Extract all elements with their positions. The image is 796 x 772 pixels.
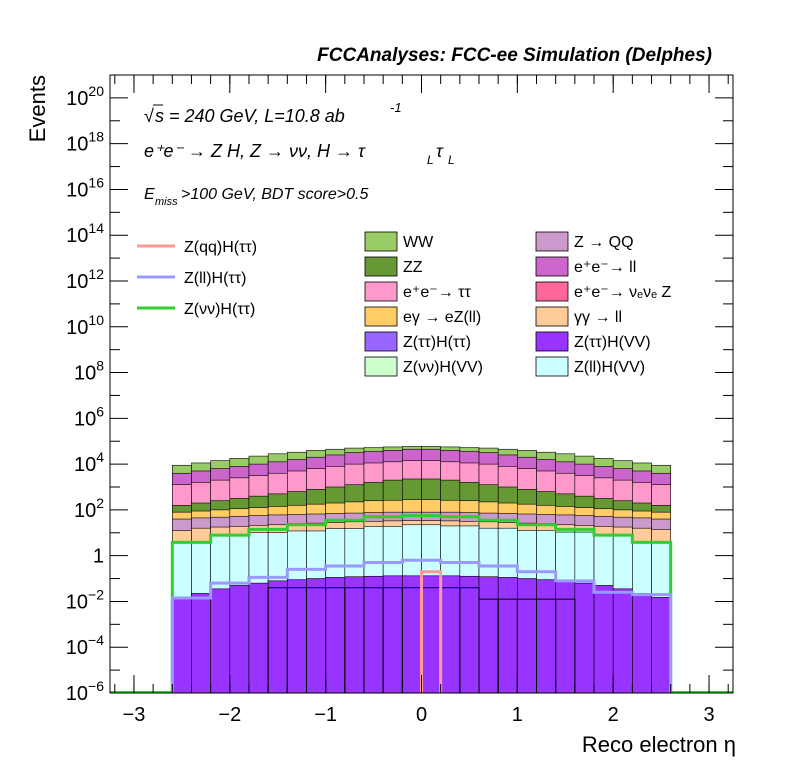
bar-z-h-vv-7 <box>306 578 326 694</box>
bar-z-h-vv-14 <box>440 575 461 694</box>
y-tick-label: 1012 <box>66 266 104 293</box>
legend-label: Z(νν)H(VV) <box>403 359 483 376</box>
line-z-ll-h <box>170 558 673 693</box>
legend-swatch-z-qq <box>535 231 569 252</box>
process-text: e⁺e⁻ → Z H, Z → νν, H → τ <box>144 141 366 161</box>
x-tick-label: 3 <box>703 704 714 726</box>
bar-z-h-vv-15 <box>459 575 480 694</box>
legend-swatch-e-e-z <box>535 281 569 302</box>
legend-swatch-zz <box>364 256 398 277</box>
cut-sub: miss <box>155 196 178 208</box>
x-tick-label: −3 <box>123 704 146 726</box>
cut-e: E <box>144 186 155 203</box>
legend-label: e⁺e⁻→ ττ <box>403 284 471 301</box>
legend-label: Z(ττ)H(ττ) <box>403 334 471 351</box>
bar-z-h-vv-23 <box>612 588 633 694</box>
y-tick-label: 1010 <box>66 312 104 339</box>
x-tick-label: −1 <box>314 704 337 726</box>
line-z-h <box>170 514 673 693</box>
bar-z-h-vv-16 <box>478 576 499 694</box>
bar-z-h-vv-5 <box>267 580 288 694</box>
bar-z-h-vv-3 <box>229 585 250 694</box>
bar-z-h-vv-22 <box>593 585 614 694</box>
energy-text: s = 240 GeV, L=10.8 ab <box>155 106 345 126</box>
annotation-energy: √ s = 240 GeV, L=10.8 ab -1 <box>144 100 402 126</box>
y-tick-label: 10−4 <box>66 632 104 659</box>
bar-z-h-vv-19 <box>536 579 556 694</box>
legend-swatch-z-ll-h-vv <box>535 356 569 377</box>
x-tick-label: −2 <box>218 704 241 726</box>
bar-z-h-vv-11 <box>382 575 403 694</box>
line-z-qq-h <box>420 570 443 693</box>
sqrt-symbol: √ <box>144 106 154 126</box>
legend-label: ZZ <box>403 259 423 276</box>
legend-label: γγ → ll <box>574 309 622 326</box>
bar-z-h-vv-2 <box>210 588 231 694</box>
bar-z-h-vv-18 <box>517 578 537 694</box>
legend-label: Z(ττ)H(VV) <box>574 334 651 351</box>
bar-z-h-vv-17 <box>497 577 518 694</box>
y-tick-label: 10−6 <box>66 678 104 705</box>
y-tick-label: 1014 <box>66 220 104 247</box>
legend-label: WW <box>403 234 434 251</box>
legend-swatch-ll <box>535 306 569 327</box>
legend-label: e⁺e⁻→ ll <box>574 259 636 276</box>
legend-swatch-e-e-ll <box>535 256 569 277</box>
legend-label: Z(ll)H(VV) <box>574 359 645 376</box>
process-sub2: L <box>448 153 455 167</box>
legend-swatch-e-e <box>364 281 398 302</box>
y-tick-label: 1018 <box>66 129 104 156</box>
x-tick-label: 0 <box>416 704 427 726</box>
axes: −3 −2 −1 0 1 2 3 10−6 10−4 10−2 1 102 104 106 108 1010 1… <box>66 74 733 726</box>
y-tick-label: 104 <box>74 449 104 476</box>
x-tick-label: 1 <box>512 704 523 726</box>
bar-z-h-vv-25 <box>651 597 671 694</box>
legend-label: e⁺e⁻→ νₑνₑ Z <box>574 284 671 301</box>
bar-z-h-vv-6 <box>287 579 307 694</box>
y-tick-label: 1020 <box>66 83 104 110</box>
legend-swatch-z-h <box>364 331 398 352</box>
bar-z-h-vv-13 <box>421 575 441 694</box>
legend-label: Z(νν)H(ττ) <box>184 301 255 318</box>
overlay-lines <box>110 514 733 693</box>
legend-label: eγ → eZ(ll) <box>403 309 481 326</box>
bar-z-h-vv-4 <box>248 582 269 694</box>
y-tick-label: 108 <box>74 358 104 385</box>
annotation-cut: E miss >100 GeV, BDT score>0.5 <box>144 186 368 208</box>
y-tick-label: 10−2 <box>66 586 104 613</box>
bar-z-h-vv-12 <box>402 575 422 694</box>
legend: Z(qq)H(ττ) Z(ll)H(ττ) Z(νν)H(ττ) WW Z → QQ ZZ… <box>137 231 671 377</box>
legend-swatch-ww <box>364 231 398 252</box>
y-axis-label: Events <box>25 75 50 142</box>
y-tick-label: 102 <box>74 495 104 522</box>
y-tick-label: 1016 <box>66 174 104 201</box>
x-tick-label: 2 <box>608 704 619 726</box>
bar-z-h-vv-0 <box>172 597 192 694</box>
bar-z-h-vv-20 <box>555 580 576 694</box>
legend-swatch-e-ez-ll <box>364 306 398 327</box>
bar-z-h-vv-24 <box>632 593 652 694</box>
bar-z-h-vv-1 <box>191 593 211 694</box>
bar-z-h-vv-21 <box>574 582 595 694</box>
legend-label: Z(qq)H(ττ) <box>184 239 257 256</box>
legend-label: Z(ll)H(ττ) <box>184 270 246 287</box>
bar-z-h-vv-9 <box>344 576 365 694</box>
bar-z-h-vv-8 <box>325 577 346 694</box>
legend-label: Z → QQ <box>574 234 634 251</box>
legend-swatch-z-h-vv <box>364 356 398 377</box>
process-sub1: L <box>427 153 434 167</box>
energy-sup: -1 <box>390 100 402 115</box>
x-axis-label: Reco electron η <box>582 732 736 757</box>
cut-rest: >100 GeV, BDT score>0.5 <box>181 186 368 203</box>
y-tick-label: 1 <box>93 546 104 568</box>
process-tau2: τ <box>436 141 444 161</box>
legend-swatch-z-h-vv <box>535 331 569 352</box>
y-tick-label: 106 <box>74 403 104 430</box>
annotation-process: e⁺e⁻ → Z H, Z → νν, H → τ L τ L <box>144 141 455 167</box>
chart-title: FCCAnalyses: FCC-ee Simulation (Delphes) <box>317 45 712 66</box>
bar-z-h-vv-10 <box>363 575 384 694</box>
